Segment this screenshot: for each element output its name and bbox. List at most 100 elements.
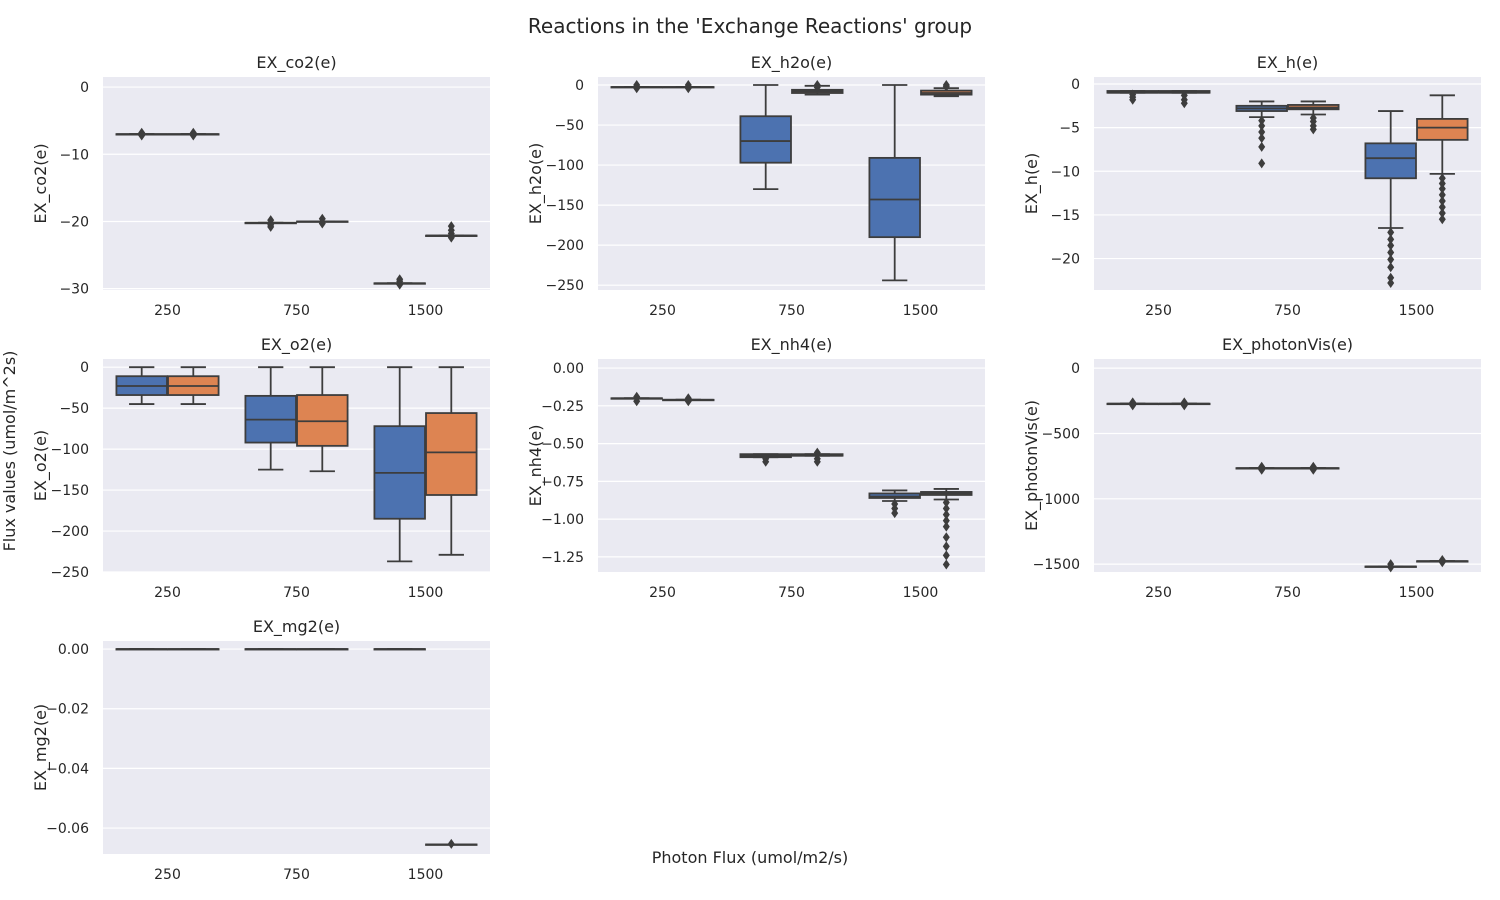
y-tick-label: −5 — [1059, 121, 1080, 137]
x-tick-label: 750 — [1274, 303, 1301, 319]
plot-area — [1094, 77, 1481, 290]
y-tick-label: −1.00 — [541, 512, 584, 528]
box-iqr — [868, 156, 921, 239]
y-tick-label: −200 — [546, 238, 584, 254]
box-250-series-2 — [167, 648, 220, 651]
y-tick-label: −0.06 — [46, 821, 89, 837]
y-tick-label: 0.00 — [553, 361, 584, 377]
outlier-point — [1309, 124, 1317, 135]
subplot-3: 0 −5 −10 −15 −20 250 750 1500 EX_h(e) EX_h(e) — [1022, 53, 1481, 319]
box-750-series-2 — [791, 80, 844, 96]
x-tick-label: 750 — [778, 303, 805, 319]
outlier-point — [942, 521, 950, 532]
subplot-y-label: EX_o2(e) — [31, 430, 51, 501]
x-tick-label: 750 — [283, 867, 310, 883]
box-iqr — [1364, 142, 1417, 180]
outlier-point — [1129, 400, 1137, 411]
outlier-point — [942, 515, 950, 526]
subplot-1: 0 −10 −20 −30 250 750 1500 EX_co2(e) EX_co2(e) — [31, 53, 490, 319]
box-1500-series-2 — [425, 366, 478, 556]
subplot-y-label: EX_photonVis(e) — [1022, 400, 1042, 531]
outlier-point — [1258, 141, 1266, 152]
figure-title: Reactions in the 'Exchange Reactions' gr… — [528, 14, 972, 38]
y-tick-label: −200 — [51, 524, 89, 540]
outlier-point — [684, 83, 692, 94]
subplot-title: EX_h2o(e) — [751, 53, 833, 73]
y-tick-label: 0 — [80, 360, 89, 376]
figure-y-label: Flux values (umol/m^2s) — [0, 351, 19, 552]
y-tick-label: −0.50 — [541, 437, 584, 453]
subplot-y-label: EX_h(e) — [1022, 153, 1042, 215]
box-1500-series-1 — [373, 274, 426, 290]
box-750-series-2 — [296, 213, 349, 229]
outlier-point — [942, 503, 950, 514]
box-1500-series-2 — [425, 221, 478, 243]
box-250-series-2 — [167, 366, 220, 405]
y-tick-label: −250 — [51, 565, 89, 581]
subplot-y-label: EX_co2(e) — [31, 143, 51, 223]
subplot-title: EX_mg2(e) — [253, 617, 340, 637]
x-tick-label: 250 — [649, 585, 676, 601]
outlier-point — [447, 232, 455, 243]
subplot-y-label: EX_h2o(e) — [526, 143, 546, 225]
x-tick-label: 250 — [1145, 303, 1172, 319]
outlier-point — [1438, 208, 1446, 219]
y-tick-label: −30 — [59, 282, 89, 298]
box-250-series-1 — [115, 366, 168, 405]
box-750-series-1 — [739, 453, 792, 467]
outlier-point — [396, 279, 404, 290]
x-tick-label: 250 — [154, 585, 181, 601]
y-tick-label: −50 — [59, 401, 89, 417]
outlier-point — [1438, 189, 1446, 200]
plot-area — [598, 77, 985, 290]
outlier-point — [1438, 557, 1446, 568]
box-1500-series-2 — [1416, 554, 1469, 568]
y-tick-label: −1000 — [1033, 492, 1080, 508]
outlier-point — [1258, 120, 1266, 131]
outlier-point — [189, 130, 197, 141]
outlier-point — [1258, 464, 1266, 475]
box-250-series-2 — [662, 80, 715, 94]
outlier-point — [1387, 272, 1395, 283]
outlier-point — [318, 218, 326, 229]
x-tick-label: 1500 — [1399, 585, 1435, 601]
outlier-point — [1258, 115, 1266, 126]
y-tick-label: 0 — [1071, 361, 1080, 377]
subplot-5: 0.00 −0.25 −0.50 −0.75 −1.00 −1.25 250 750 1500 E… — [526, 335, 985, 601]
box-250-series-1 — [115, 127, 168, 141]
box-1500-series-1 — [1364, 110, 1417, 289]
outlier-point — [1438, 214, 1446, 225]
box-1500-series-1 — [373, 366, 426, 563]
plot-area — [1094, 359, 1481, 572]
box-750-series-1 — [244, 648, 297, 651]
box-1500-series-1 — [868, 84, 921, 282]
subplot-title: EX_h(e) — [1257, 53, 1319, 73]
x-tick-label: 1500 — [903, 585, 939, 601]
plot-area — [598, 359, 985, 572]
outlier-point — [1387, 562, 1395, 573]
box-1500-series-2 — [425, 838, 478, 849]
y-tick-label: −10 — [1050, 164, 1080, 180]
outlier-point — [942, 532, 950, 543]
subplot-6: 0 −500 −1000 −1500 250 750 1500 EX_photonVis(e)… — [1022, 335, 1481, 601]
box-250-series-1 — [1106, 397, 1159, 411]
x-tick-label: 1500 — [408, 585, 444, 601]
outlier-point — [813, 447, 821, 458]
x-tick-label: 750 — [778, 585, 805, 601]
y-tick-label: −150 — [546, 198, 584, 214]
subplot-title: EX_photonVis(e) — [1222, 335, 1353, 355]
y-tick-label: −1500 — [1033, 557, 1080, 573]
outlier-point — [942, 81, 950, 92]
y-tick-label: −150 — [51, 483, 89, 499]
outlier-point — [1180, 98, 1188, 109]
box-750-series-1 — [739, 84, 792, 191]
box-1500-series-2 — [920, 80, 973, 98]
box-250-series-2 — [167, 127, 220, 141]
y-tick-label: −10 — [59, 147, 89, 163]
outlier-point — [1438, 173, 1446, 184]
y-tick-label: −100 — [51, 442, 89, 458]
box-250-series-1 — [610, 391, 663, 407]
box-750-series-1 — [1235, 100, 1288, 169]
x-tick-label: 1500 — [408, 867, 444, 883]
